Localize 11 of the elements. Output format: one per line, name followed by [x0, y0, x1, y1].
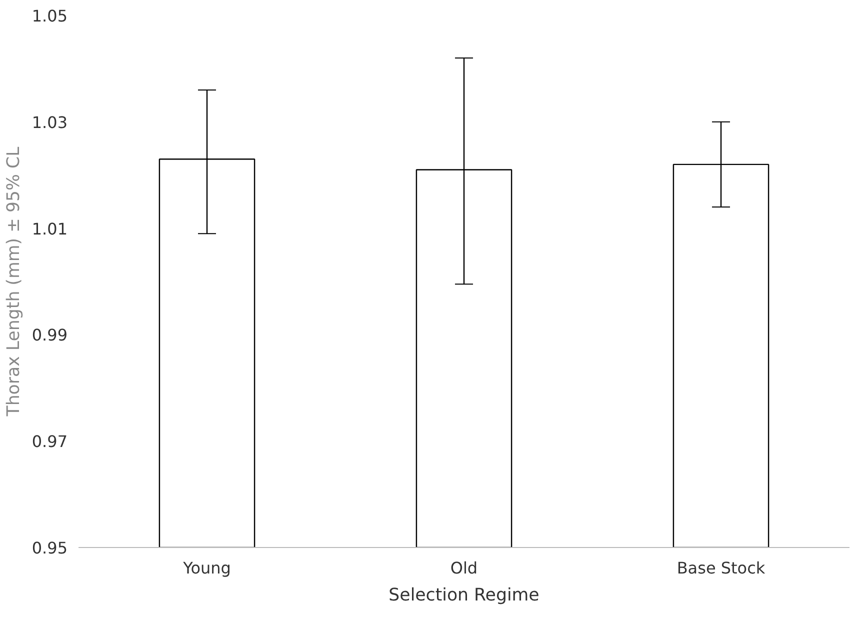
x-axis-title: Selection Regime: [388, 586, 540, 606]
y-tick-label: 0.95: [32, 538, 68, 558]
x-tick-label: Old: [450, 558, 478, 578]
y-tick-label: 1.01: [32, 219, 68, 238]
y-tick-label: 0.99: [32, 326, 68, 345]
y-tick-label: 0.97: [32, 432, 68, 452]
x-tick-label: Base Stock: [676, 558, 766, 578]
x-tick-label: Young: [182, 558, 231, 578]
y-tick-label: 1.03: [32, 112, 68, 132]
y-tick-label: 1.05: [32, 6, 68, 26]
y-axis-title: Thorax Length (mm) ± 95% CL: [4, 146, 24, 418]
